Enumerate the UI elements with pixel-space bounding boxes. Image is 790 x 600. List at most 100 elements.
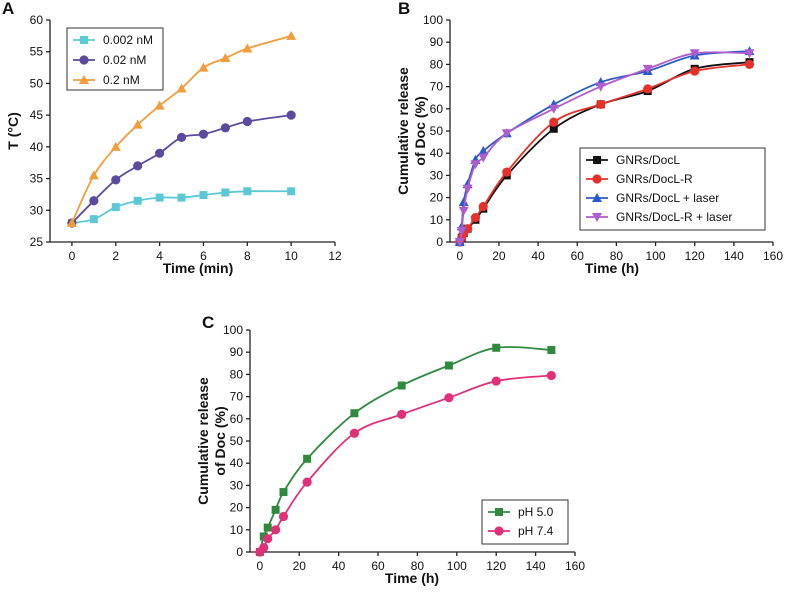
data-point [458, 197, 469, 207]
y-tick-label: 100 [223, 323, 243, 337]
legend-label: 0.002 nM [103, 33, 153, 47]
legend-marker [592, 193, 602, 202]
chart-c: 0 10 20 30 40 50 60 70 80 90 100 0 20 40 60 80 100 120 140… [195, 323, 585, 586]
data-point [642, 64, 653, 74]
series-line [71, 35, 292, 224]
data-point [444, 393, 454, 403]
y-axis-title: Cumulative release [395, 67, 411, 195]
series-0-02-nm [67, 110, 296, 228]
data-point [492, 343, 501, 352]
x-tick-label: 100 [447, 559, 467, 573]
y-axis-title: T (°C) [5, 112, 21, 149]
data-point [744, 49, 755, 59]
y-tick-label: 40 [30, 140, 44, 154]
x-tick-label: 6 [200, 249, 207, 263]
y-tick-label: 30 [230, 478, 244, 492]
legend-label: pH 5.0 [518, 505, 554, 519]
x-tick-label: 8 [244, 249, 251, 263]
x-tick-label: 2 [112, 249, 119, 263]
y-tick-label: 70 [230, 390, 244, 404]
data-point [66, 217, 77, 227]
y-tick-label: 0 [436, 235, 443, 249]
data-point [547, 345, 556, 354]
data-point [549, 117, 559, 127]
y-tick-label: 35 [30, 172, 44, 186]
data-point [271, 525, 281, 535]
legend-marker [79, 75, 89, 84]
x-tick-label: 0 [69, 249, 76, 263]
data-point [444, 361, 453, 370]
y-tick-label: 70 [430, 80, 444, 94]
legend-marker [495, 508, 503, 516]
y-tick-label: 25 [30, 235, 44, 249]
panel-b-letter: B [398, 0, 410, 18]
x-tick-label: 80 [610, 249, 624, 263]
data-point [456, 226, 467, 236]
legend-label: pH 7.4 [518, 524, 554, 538]
data-point [89, 215, 98, 224]
data-point [463, 224, 473, 234]
data-point [478, 153, 489, 163]
panel-c-letter: C [202, 313, 214, 332]
y-tick-label: 90 [430, 35, 444, 49]
series-line [71, 114, 292, 224]
data-point [263, 534, 273, 544]
y-tick-label: 50 [30, 76, 44, 90]
data-point [470, 212, 481, 223]
x-tick-label: 4 [156, 249, 163, 263]
x-tick-label: 120 [685, 249, 705, 263]
data-point [259, 542, 269, 553]
data-point [177, 193, 186, 202]
data-point [133, 161, 143, 171]
data-point [454, 238, 465, 247]
data-point [132, 119, 143, 129]
data-point [744, 59, 755, 69]
data-point [491, 376, 501, 386]
y-tick-label: 45 [30, 108, 44, 122]
data-point [546, 370, 556, 381]
y-tick-label: 40 [430, 146, 444, 160]
series-ph-7-4 [255, 370, 556, 557]
data-point [89, 196, 99, 206]
y-tick-label: 90 [230, 345, 244, 359]
legend-label: GNRs/DocL-R + laser [616, 210, 732, 224]
legend-label: 0.2 nM [103, 73, 140, 87]
data-point [303, 454, 312, 463]
data-point [549, 124, 558, 133]
data-point [176, 132, 187, 142]
data-point [350, 409, 359, 418]
data-point [349, 428, 359, 438]
x-tick-label: 140 [526, 559, 546, 573]
panel-a-letter: A [2, 0, 14, 18]
data-point [643, 84, 653, 94]
legend-marker [79, 55, 89, 65]
data-point [271, 505, 280, 514]
data-point [242, 43, 253, 53]
data-point [397, 409, 407, 419]
data-point [220, 123, 230, 133]
legend-marker [593, 156, 601, 164]
data-point [278, 511, 289, 522]
data-point [155, 193, 164, 202]
data-point [286, 30, 297, 40]
x-tick-label: 140 [724, 249, 744, 263]
series-gnrs-docl-r [455, 59, 755, 247]
data-point [302, 477, 312, 487]
data-point [111, 203, 120, 212]
data-point [502, 167, 512, 177]
data-point [548, 104, 559, 114]
y-tick-label: 50 [230, 434, 244, 448]
y-tick-label: 60 [30, 13, 44, 27]
x-tick-label: 20 [293, 559, 307, 573]
data-point [154, 100, 165, 110]
x-tick-label: 20 [492, 249, 506, 263]
data-point [220, 53, 231, 63]
y-tick-label: 10 [230, 523, 244, 537]
x-tick-label: 80 [411, 559, 425, 573]
y-tick-label: 60 [430, 102, 444, 116]
data-point [287, 187, 296, 196]
legend-box [579, 147, 766, 231]
legend-marker [494, 526, 504, 536]
data-point [198, 129, 209, 139]
